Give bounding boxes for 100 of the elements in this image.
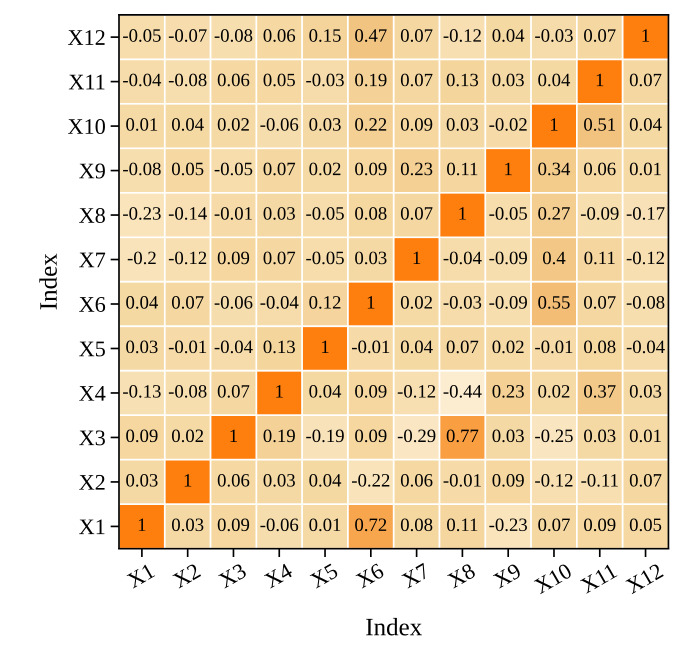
data-label: -0.08: [123, 162, 161, 176]
data-label: -0.01: [168, 340, 206, 354]
data-label: -0.05: [306, 252, 344, 264]
data-label: 0.07: [446, 340, 478, 354]
data-label: 0.13: [264, 340, 295, 354]
data-label: 1: [230, 430, 238, 442]
data-label: 0.08: [400, 518, 432, 532]
data-label: 0.04: [538, 74, 570, 86]
data-label: 1: [138, 518, 146, 531]
data-label: -0.08: [626, 296, 664, 309]
data-label: -0.03: [306, 74, 344, 86]
data-label: -0.04: [123, 74, 162, 86]
data-label: 0.02: [218, 118, 249, 131]
data-label: 0.03: [355, 252, 386, 264]
data-label: 0.09: [355, 385, 386, 398]
data-label: 0.12: [309, 296, 340, 309]
data-label: -0.13: [123, 385, 161, 398]
data-label: 0.02: [309, 162, 340, 176]
data-label: 0.08: [355, 207, 387, 220]
x-tick-label: X7: [400, 562, 430, 589]
data-label: 0.03: [492, 74, 524, 86]
data-label: -0.05: [306, 207, 344, 220]
y-tick-label: X4: [79, 386, 106, 401]
data-label: -0.05: [123, 29, 161, 42]
data-label: 0.03: [492, 429, 524, 442]
x-tick-label: X10: [533, 562, 573, 594]
data-label: 0.02: [400, 296, 432, 309]
data-label: 0.19: [355, 74, 386, 86]
data-label: -0.19: [306, 429, 344, 442]
data-label: -0.06: [260, 118, 298, 131]
data-label: 0.55: [538, 296, 570, 309]
data-label: -0.14: [168, 207, 207, 220]
data-label: 0.27: [538, 207, 570, 220]
data-label: 1: [276, 385, 283, 398]
x-tick-label: X1: [126, 563, 156, 589]
data-label: 0.03: [172, 518, 204, 532]
data-label: 0.06: [264, 29, 296, 42]
data-label: 0.07: [400, 74, 432, 86]
y-tick-label: X1: [79, 519, 104, 534]
data-label: 0.04: [126, 296, 158, 309]
data-label: 0.13: [446, 74, 478, 86]
data-label: 0.03: [630, 385, 662, 398]
data-label: -0.03: [444, 296, 482, 309]
data-label: -0.04: [626, 340, 665, 354]
data-label: 0.09: [126, 429, 158, 442]
data-label: -0.12: [168, 252, 206, 264]
data-label: -0.06: [260, 518, 298, 532]
data-label: 0.08: [584, 340, 616, 354]
data-label: 0.07: [630, 474, 662, 487]
data-label: 1: [368, 296, 374, 309]
data-label: 0.03: [264, 207, 295, 220]
data-label: 0.07: [172, 296, 204, 309]
data-label: 0.09: [355, 429, 386, 442]
data-label: 1: [322, 340, 329, 353]
data-label: -0.11: [581, 474, 618, 487]
data-label: -0.09: [580, 207, 619, 220]
data-label: 0.02: [492, 340, 524, 354]
y-tick-label: X2: [79, 474, 105, 490]
y-tick-label: X6: [79, 297, 106, 312]
y-tick-label: X12: [68, 30, 105, 45]
data-label: 0.07: [264, 162, 296, 176]
data-label: 0.47: [355, 29, 387, 42]
data-label: -0.08: [168, 74, 206, 86]
data-label: 0.11: [584, 252, 615, 264]
y-tick-label: X11: [68, 74, 104, 90]
data-label: 0.01: [630, 162, 661, 176]
data-label: 0.07: [400, 29, 432, 42]
y-tick-label: X7: [79, 252, 106, 268]
y-tick-label: X3: [79, 430, 105, 446]
data-label: 0.09: [492, 474, 524, 487]
data-label: 1: [414, 252, 420, 264]
data-label: 0.07: [630, 74, 662, 86]
data-label: 0.04: [400, 340, 433, 354]
x-tick-label: X3: [217, 562, 248, 589]
data-label: 0.04: [172, 118, 204, 131]
x-tick-label: X5: [309, 563, 339, 589]
x-tick-label: X8: [446, 562, 476, 589]
data-label: 0.15: [309, 29, 341, 42]
data-label: -0.05: [489, 207, 527, 220]
data-label: 0.01: [630, 429, 661, 442]
data-label: 0.03: [264, 474, 295, 487]
data-label: 1: [550, 118, 558, 131]
data-label: 0.05: [172, 162, 204, 176]
data-label: 0.09: [584, 518, 616, 532]
data-label: 0.11: [447, 518, 478, 532]
data-label: 0.09: [218, 252, 250, 264]
data-label: 1: [642, 29, 650, 42]
data-label: -0.12: [444, 29, 481, 42]
data-label: -0.17: [626, 207, 665, 220]
data-label: -0.05: [214, 162, 252, 176]
data-label: -0.07: [168, 29, 207, 42]
data-label: -0.2: [128, 252, 156, 264]
data-label: -0.12: [626, 252, 664, 264]
data-label: 1: [505, 162, 512, 176]
data-label: 0.02: [538, 385, 570, 398]
x-tick-label: X12: [624, 563, 664, 594]
data-label: -0.12: [535, 474, 572, 487]
data-label: -0.22: [352, 474, 390, 487]
data-label: 0.34: [538, 162, 570, 176]
data-label: 0.05: [630, 518, 662, 532]
